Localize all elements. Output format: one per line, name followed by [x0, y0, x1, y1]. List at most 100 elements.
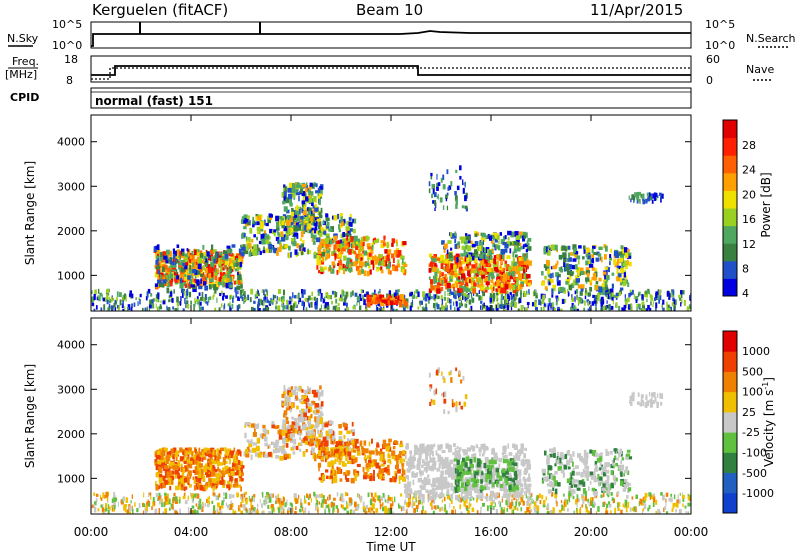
data-cell [433, 267, 437, 272]
data-cell [240, 486, 242, 491]
data-cell [213, 259, 215, 264]
data-cell [143, 492, 144, 497]
data-cell [182, 263, 185, 266]
data-cell [298, 228, 300, 231]
data-cell [437, 304, 440, 309]
data-cell [455, 282, 458, 288]
data-cell [608, 267, 610, 272]
data-cell [326, 222, 329, 227]
data-cell [489, 505, 492, 509]
data-cell [143, 503, 145, 507]
data-cell [212, 478, 215, 483]
data-cell [433, 184, 435, 189]
data-cell [180, 296, 181, 301]
data-cell [523, 269, 525, 274]
data-cell [294, 295, 297, 298]
data-cell [298, 196, 300, 202]
data-cell [623, 280, 627, 286]
data-cell [375, 508, 378, 513]
data-cell [446, 274, 448, 280]
freq-strip: Freq. [MHz] 18 8 60 0 Nave [5, 53, 774, 87]
data-cell [266, 492, 269, 495]
data-cell [670, 494, 672, 497]
data-cell [347, 258, 351, 263]
data-cell [339, 266, 341, 270]
data-cell [225, 492, 227, 498]
data-cell [296, 406, 299, 410]
data-cell [636, 307, 637, 313]
data-cell [356, 302, 357, 305]
data-cell [360, 298, 362, 301]
data-cell [348, 249, 352, 255]
data-cell [298, 426, 300, 431]
data-cell [278, 232, 280, 237]
data-cell [398, 289, 400, 292]
data-cell [316, 230, 318, 233]
data-cell [199, 463, 203, 467]
data-cell [464, 241, 468, 244]
data-cell [176, 275, 179, 279]
data-cell [265, 234, 269, 239]
data-cell [236, 258, 238, 262]
data-cell [568, 253, 570, 258]
data-cell [155, 298, 157, 302]
data-cell [384, 495, 385, 501]
data-cell [449, 504, 450, 508]
data-cell [394, 497, 395, 503]
data-cell [232, 244, 236, 248]
data-cell [320, 267, 322, 272]
data-cell [324, 499, 327, 504]
data-cell [482, 233, 486, 237]
data-cell [666, 493, 669, 497]
data-cell [444, 291, 445, 296]
data-cell [197, 493, 199, 498]
data-cell [454, 239, 456, 243]
data-cell [324, 423, 328, 427]
data-cell [263, 429, 267, 432]
data-cell [383, 236, 385, 240]
data-cell [461, 300, 462, 304]
data-cell [516, 235, 520, 240]
data-cell [606, 504, 608, 508]
data-cell [671, 292, 672, 297]
data-cell [425, 296, 428, 302]
data-cell [367, 301, 370, 307]
data-cell [198, 258, 202, 264]
data-cell [450, 289, 452, 294]
data-cell [245, 499, 247, 504]
data-cell [451, 292, 454, 296]
data-cell [317, 219, 320, 222]
data-cell [269, 301, 271, 304]
data-cell [616, 268, 618, 274]
data-cell [219, 481, 223, 485]
data-cell [358, 249, 361, 254]
data-cell [319, 392, 323, 397]
data-cell [609, 254, 611, 258]
data-cell [198, 264, 202, 270]
data-cell [240, 284, 243, 288]
data-cell [307, 386, 309, 392]
data-cell [464, 183, 465, 186]
data-cell [96, 305, 98, 310]
data-cell [290, 252, 292, 258]
data-cell [157, 293, 159, 299]
data-cell [364, 294, 366, 297]
data-cell [203, 265, 206, 270]
data-cell [631, 292, 633, 296]
data-cell [607, 300, 608, 303]
nsearch-label: N.Search [746, 32, 796, 45]
data-cell [328, 228, 332, 231]
data-cell [217, 461, 220, 467]
data-cell [393, 257, 395, 263]
data-cell [196, 503, 198, 506]
data-cell [446, 169, 448, 174]
data-cell [237, 274, 241, 280]
data-cell [373, 240, 377, 243]
data-cell [301, 389, 303, 393]
data-cell [541, 271, 544, 275]
data-cell [338, 436, 342, 440]
data-cell [504, 264, 506, 267]
nsky-tick-bottom: 10^0 [52, 39, 82, 52]
data-cell [628, 262, 631, 267]
data-cell [520, 293, 522, 299]
